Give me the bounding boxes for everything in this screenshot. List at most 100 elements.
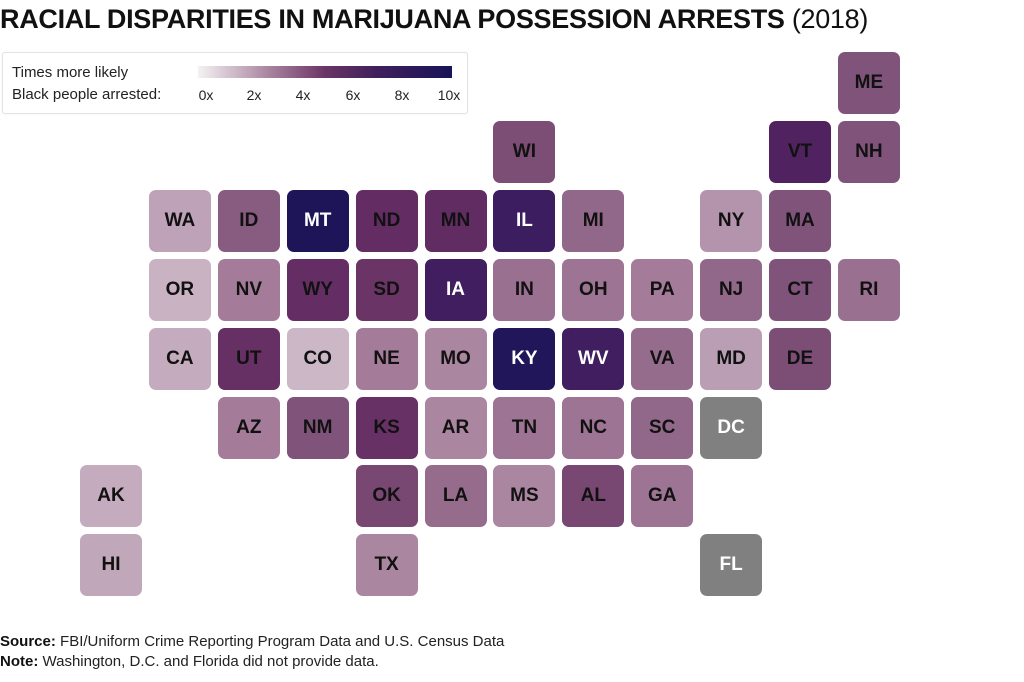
state-label: AZ bbox=[236, 416, 262, 438]
state-label: RI bbox=[859, 278, 879, 300]
state-tile-wy: WY bbox=[286, 258, 349, 321]
note-label: Note: bbox=[0, 653, 39, 670]
state-tile-ne: NE bbox=[355, 327, 418, 390]
legend-tick-2: 2x bbox=[246, 87, 262, 103]
state-label: CO bbox=[303, 347, 332, 369]
state-tile-or: OR bbox=[148, 258, 211, 321]
state-tile-ct: CT bbox=[769, 258, 831, 321]
state-tile-az: AZ bbox=[217, 396, 280, 459]
state-tile-wa: WA bbox=[148, 189, 211, 252]
state-tile-la: LA bbox=[424, 465, 487, 528]
state-tile-me: ME bbox=[837, 52, 900, 114]
state-tile-ma: MA bbox=[769, 189, 831, 252]
state-label: WI bbox=[512, 140, 536, 162]
state-tile-ga: GA bbox=[631, 465, 694, 528]
note-text: Washington, D.C. and Florida did not pro… bbox=[38, 653, 379, 670]
state-tile-sc: SC bbox=[631, 396, 694, 459]
state-label: IA bbox=[446, 278, 465, 300]
state-tile-dc: DC bbox=[700, 396, 763, 459]
state-tile-pa: PA bbox=[631, 258, 694, 321]
state-tile-il: IL bbox=[493, 189, 556, 252]
state-label: ME bbox=[854, 72, 884, 93]
state-label: DE bbox=[786, 347, 814, 369]
state-tile-ia: IA bbox=[424, 258, 487, 321]
state-tile-ms: MS bbox=[493, 465, 556, 528]
source-label: Source: bbox=[0, 633, 56, 650]
state-label: ID bbox=[239, 209, 259, 231]
state-tile-nm: NM bbox=[286, 396, 349, 459]
state-label: MI bbox=[582, 209, 604, 231]
state-tile-fl: FL bbox=[700, 534, 763, 597]
color-legend: Times more likely Black people arrested:… bbox=[2, 52, 468, 114]
state-label: CA bbox=[166, 347, 194, 369]
legend-color-scale bbox=[198, 66, 452, 78]
state-label: TX bbox=[374, 554, 399, 576]
state-label: NM bbox=[302, 416, 333, 438]
state-tile-va: VA bbox=[631, 327, 694, 390]
state-label: MA bbox=[785, 209, 815, 231]
state-tile-nv: NV bbox=[217, 258, 280, 321]
state-label: NC bbox=[579, 416, 608, 438]
legend-tick-10: 10x bbox=[437, 87, 461, 103]
note-line: Note: Washington, D.C. and Florida did n… bbox=[0, 652, 504, 672]
state-tile-id: ID bbox=[217, 189, 280, 252]
state-label: PA bbox=[649, 278, 675, 300]
state-label: TN bbox=[511, 416, 538, 438]
legend-tick-8: 8x bbox=[394, 87, 410, 103]
state-tile-wv: WV bbox=[562, 327, 625, 390]
state-label: CT bbox=[787, 278, 813, 300]
legend-label-line2: Black people arrested: bbox=[12, 86, 162, 103]
state-tile-mn: MN bbox=[424, 189, 487, 252]
state-tile-ca: CA bbox=[148, 327, 211, 390]
state-label: ND bbox=[372, 209, 401, 231]
state-tile-de: DE bbox=[769, 327, 831, 390]
state-tile-nj: NJ bbox=[700, 258, 763, 321]
state-label: MO bbox=[440, 347, 471, 369]
state-tile-mo: MO bbox=[424, 327, 487, 390]
state-label: UT bbox=[236, 347, 262, 369]
state-label: WY bbox=[302, 278, 333, 300]
chart-title-main: RACIAL DISPARITIES IN MARIJUANA POSSESSI… bbox=[0, 4, 785, 34]
state-label: MT bbox=[303, 209, 332, 231]
chart-title: RACIAL DISPARITIES IN MARIJUANA POSSESSI… bbox=[0, 4, 868, 35]
state-label: SD bbox=[373, 278, 400, 300]
state-label: FL bbox=[719, 554, 743, 576]
state-tile-ri: RI bbox=[837, 258, 900, 321]
state-label: OK bbox=[372, 485, 401, 507]
state-tile-tn: TN bbox=[493, 396, 556, 459]
state-label: DC bbox=[717, 416, 745, 438]
state-tile-nh: NH bbox=[837, 120, 900, 183]
state-label: OR bbox=[165, 278, 195, 300]
state-tile-ok: OK bbox=[355, 465, 418, 528]
state-tile-in: IN bbox=[493, 258, 556, 321]
state-tile-ar: AR bbox=[424, 396, 487, 459]
state-label: GA bbox=[647, 485, 677, 507]
state-tile-ny: NY bbox=[700, 189, 763, 252]
chart-footer: Source: FBI/Uniform Crime Reporting Prog… bbox=[0, 632, 504, 672]
state-label: SC bbox=[648, 416, 676, 438]
state-tile-ks: KS bbox=[355, 396, 418, 459]
state-label: AL bbox=[580, 485, 606, 507]
state-tile-al: AL bbox=[562, 465, 625, 528]
tile-grid-map: ME WI VT NH WA ID MT ND MN IL MI NY MA OR NV WY SD IA IN OH… bbox=[80, 52, 900, 597]
state-label: IL bbox=[515, 209, 533, 231]
state-tile-nd: ND bbox=[355, 189, 418, 252]
state-tile-ut: UT bbox=[217, 327, 280, 390]
state-label: NY bbox=[717, 209, 745, 231]
state-label: VA bbox=[649, 347, 675, 369]
state-label: MS bbox=[510, 485, 539, 507]
state-label: WV bbox=[577, 347, 609, 369]
state-tile-sd: SD bbox=[355, 258, 418, 321]
state-label: WA bbox=[164, 209, 196, 231]
legend-label-line1: Times more likely bbox=[12, 64, 129, 81]
state-tile-hi: HI bbox=[80, 534, 142, 597]
state-tile-vt: VT bbox=[769, 120, 831, 183]
state-tile-wi: WI bbox=[493, 120, 556, 183]
state-tile-oh: OH bbox=[562, 258, 625, 321]
state-label: NH bbox=[855, 140, 883, 162]
source-line: Source: FBI/Uniform Crime Reporting Prog… bbox=[0, 632, 504, 652]
state-label: AK bbox=[97, 485, 125, 507]
legend-tick-4: 4x bbox=[295, 87, 311, 103]
state-label: NE bbox=[373, 347, 400, 369]
chart-title-year: (2018) bbox=[791, 4, 869, 34]
